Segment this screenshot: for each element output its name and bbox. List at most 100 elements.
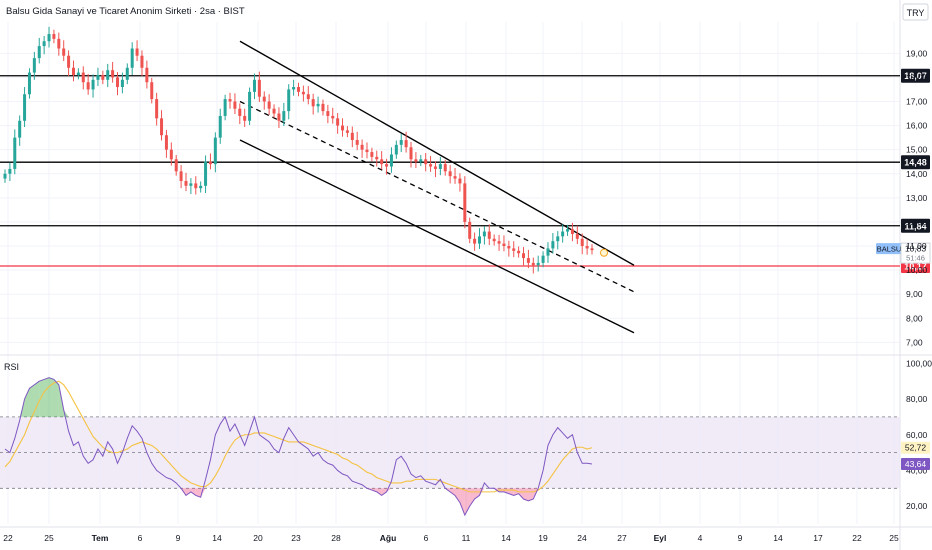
rsi-oversold-fill	[518, 488, 524, 500]
candles	[3, 26, 594, 274]
candle	[42, 35, 46, 55]
candle-body	[213, 137, 217, 165]
rsi-tick-label: 20,00	[906, 501, 928, 511]
rsi-line	[4, 377, 593, 517]
candle	[531, 257, 535, 274]
candle	[228, 92, 232, 109]
price-tick-label: 7,00	[906, 337, 923, 347]
candle-body	[526, 258, 530, 263]
candle	[160, 110, 164, 141]
candle	[67, 50, 71, 76]
chart-title: Balsu Gida Sanayi ve Ticaret Anonim Sirk…	[6, 6, 245, 17]
candle-body	[473, 238, 477, 244]
candle-body	[223, 99, 227, 116]
candle-body	[585, 246, 589, 249]
level-label: 14,48	[904, 158, 927, 168]
time-tick-label: 28	[331, 533, 341, 543]
rsi-tick-label: 100,00	[906, 358, 932, 368]
rsi-overbought-fill	[29, 384, 35, 417]
time-tick-label: 19	[538, 533, 548, 543]
rsi-oversold-fill	[469, 488, 475, 507]
candle-body	[71, 67, 75, 75]
candle-body	[267, 101, 271, 109]
candle-body	[570, 229, 574, 234]
candle	[8, 162, 12, 181]
candle	[155, 92, 159, 126]
candle-body	[331, 115, 335, 119]
candle-body	[174, 159, 178, 172]
candle-body	[536, 262, 540, 266]
candle-body	[507, 246, 511, 249]
horizontal-levels: 18,07 14,48 11,84 10,17	[0, 68, 930, 274]
rsi-oversold-fill	[459, 488, 465, 516]
candle	[213, 132, 217, 173]
candle	[556, 231, 560, 250]
candle	[360, 139, 364, 158]
candle-body	[487, 231, 491, 239]
candle	[463, 176, 467, 229]
candle-body	[18, 120, 22, 138]
price-tick-label: 9,00	[906, 289, 923, 299]
candle-body	[228, 99, 232, 102]
candle	[287, 84, 291, 120]
candle-body	[517, 250, 521, 254]
candle	[570, 222, 574, 242]
candle-body	[566, 229, 570, 232]
candle-body	[375, 156, 379, 160]
candle-body	[208, 161, 212, 165]
candle	[507, 240, 511, 257]
rsi-label: RSI	[4, 362, 19, 372]
candle	[331, 107, 335, 124]
last-price-value: 10,83	[905, 244, 927, 254]
candle	[116, 72, 120, 96]
candle-body	[370, 152, 374, 157]
candle-body	[438, 164, 442, 169]
candle-body	[497, 241, 501, 244]
candle-body	[111, 70, 115, 78]
rsi-tick-label: 80,00	[906, 394, 928, 404]
candle	[282, 102, 286, 127]
candle	[487, 224, 491, 246]
rsi-oversold-fill	[376, 488, 382, 496]
candle-body	[125, 67, 129, 80]
candle	[394, 140, 398, 159]
rsi-overbought-fill	[34, 381, 40, 417]
candle-body	[463, 183, 467, 222]
candle-body	[27, 72, 31, 95]
time-tick-label: 24	[577, 533, 587, 543]
price-tick-label: 18,00	[906, 72, 928, 82]
time-tick-label: 27	[617, 533, 627, 543]
candle-body	[67, 55, 71, 68]
candle	[130, 42, 134, 75]
symbol-label: BALSU	[877, 245, 902, 254]
price-tick-label: 10,00	[906, 265, 928, 275]
level-label-badge	[901, 68, 930, 83]
candle	[208, 153, 212, 170]
rsi-tick-label: 60,00	[906, 430, 928, 440]
candle-body	[32, 58, 36, 73]
candle-body	[399, 140, 403, 145]
candle	[316, 96, 320, 113]
candle-body	[326, 111, 330, 116]
time-tick-label: 25	[889, 533, 899, 543]
candle	[248, 87, 252, 126]
candle	[23, 87, 27, 128]
rsi-overbought-fill	[24, 388, 30, 417]
candle	[365, 142, 369, 159]
candle	[429, 155, 433, 172]
candle-body	[81, 72, 85, 83]
candle	[3, 169, 7, 183]
candle-body	[194, 183, 198, 189]
time-tick-label: 14	[773, 533, 783, 543]
candle	[566, 224, 570, 236]
time-tick-label: Ağu	[380, 533, 397, 543]
currency-badge[interactable]	[902, 3, 929, 21]
level-label: 18,07	[904, 71, 927, 81]
candle-body	[424, 159, 428, 165]
candle-body	[306, 94, 310, 100]
candle	[522, 246, 526, 266]
candle	[37, 37, 41, 64]
candle-body	[42, 41, 46, 47]
candle-body	[502, 243, 506, 247]
